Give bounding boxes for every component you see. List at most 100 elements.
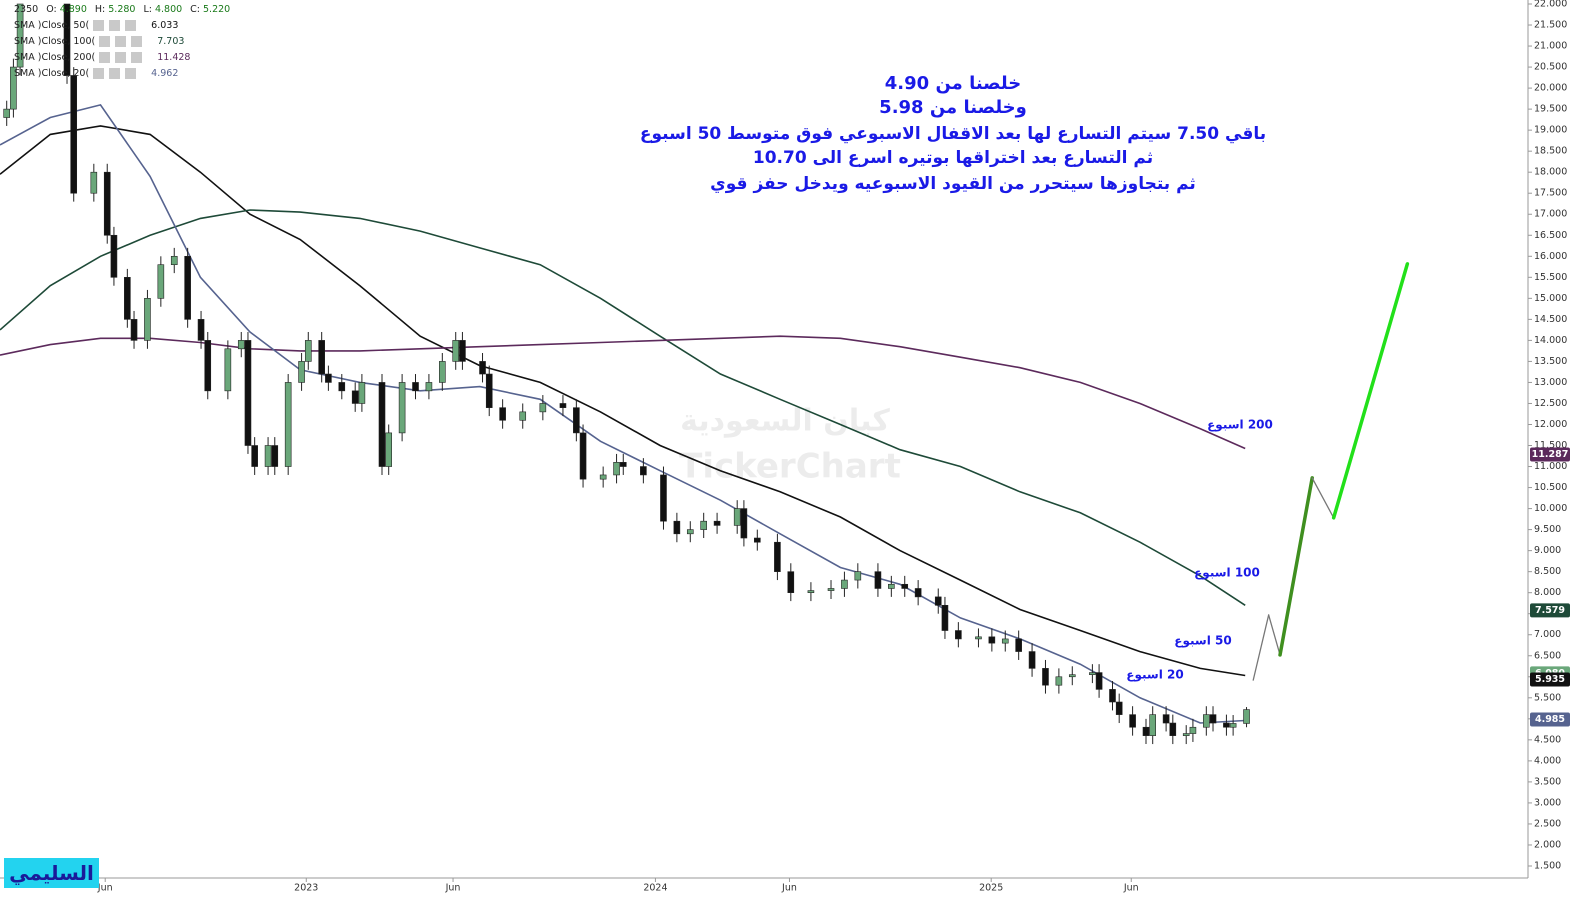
candle-body (237, 340, 245, 350)
candle-body (110, 234, 118, 278)
indicator-name: SMA )Close, 100( (14, 36, 96, 47)
candle-body (425, 382, 433, 392)
signature: السليمي (4, 858, 99, 888)
y-tick-label: 11.000 (1534, 461, 1567, 472)
indicator-value: 6.033 (151, 20, 179, 31)
candle-body (1089, 672, 1096, 675)
ohlc-name: H: (94, 4, 106, 15)
y-tick-label: 21.500 (1534, 20, 1567, 31)
y-tick-label: 4.000 (1534, 755, 1561, 766)
candle-body (1203, 714, 1210, 728)
x-tick-label: 2023 (294, 883, 318, 894)
x-tick-label: Jun (781, 883, 797, 894)
candle-body (351, 390, 359, 404)
y-tick-label: 13.500 (1534, 356, 1567, 367)
candle-body (1095, 672, 1103, 690)
candle-body (1209, 714, 1217, 724)
price-badge-label: 5.935 (1535, 674, 1565, 685)
candle-body (888, 583, 895, 589)
y-tick-label: 2.000 (1534, 839, 1561, 850)
ohlc-value: 4.800 (154, 4, 183, 15)
symbol: 2350 (14, 4, 39, 15)
y-tick-label: 18.000 (1534, 167, 1567, 178)
ohlc-name: L: (143, 4, 152, 15)
candle-body (774, 541, 781, 572)
candle-body (124, 277, 131, 320)
candle-body (385, 432, 393, 467)
price-badge (1530, 603, 1570, 618)
watermark: كيان السعودية (680, 404, 890, 439)
y-tick-label: 4.500 (1534, 734, 1561, 745)
x-tick-label: Jun (445, 883, 461, 894)
candle-body (1001, 638, 1009, 644)
candle-body (3, 108, 11, 118)
ohlc-value: 4.890 (59, 4, 87, 15)
candle-body (197, 319, 205, 341)
candle-body (1015, 638, 1022, 652)
candle-body (1068, 674, 1076, 678)
candle-body (1223, 722, 1230, 728)
x-tick-label: Jun (97, 883, 113, 894)
candle-body (412, 382, 419, 392)
candle-body (640, 466, 647, 476)
y-tick-label: 1.500 (1534, 861, 1561, 872)
projection-segment (1311, 477, 1335, 519)
candle-body (90, 171, 98, 194)
line-label: 100 اسبوع (1194, 566, 1260, 581)
indicator-value: 7.703 (157, 36, 185, 47)
candle-body (318, 340, 325, 375)
candle-body (934, 596, 942, 606)
sma-line (0, 209, 1246, 606)
candle-body (459, 340, 466, 362)
indicator-icons (99, 36, 146, 47)
annotation: وخلصنا من 5.98 (879, 97, 1027, 118)
y-tick-label: 9.000 (1534, 545, 1561, 556)
ohlc-name: O: (46, 4, 57, 15)
indicator-icons (93, 68, 140, 79)
candle-body (901, 583, 909, 589)
x-tick-label: 2025 (979, 883, 1003, 894)
candle-body (325, 373, 332, 383)
y-tick-label: 17.000 (1534, 209, 1567, 220)
candle-body (539, 403, 547, 413)
annotation: ثم التسارع بعد اختراقها بوتيره اسرع الى … (753, 148, 1153, 168)
candle-body (559, 403, 567, 408)
candle-body (1042, 668, 1049, 686)
y-tick-label: 10.000 (1534, 503, 1567, 514)
y-tick-label: 19.500 (1534, 104, 1567, 115)
candle-body (338, 382, 346, 392)
candle-body (733, 508, 741, 526)
sma-line (0, 335, 1246, 450)
candle-body (244, 340, 252, 446)
y-tick-label: 7.000 (1534, 629, 1561, 640)
indicator-name: SMA )Close, 20( (14, 68, 90, 79)
legend-header: 2350 O: 4.890 H: 5.280 L: 4.800 C: 5.220 (14, 4, 230, 15)
line-label: 200 اسبوع (1207, 418, 1273, 433)
candle-body (452, 340, 460, 362)
candle-body (16, 3, 24, 68)
candle-body (740, 508, 748, 539)
y-tick-label: 19.000 (1534, 125, 1567, 136)
candle-body (103, 171, 111, 236)
y-tick-label: 5.500 (1534, 692, 1561, 703)
candle-body (753, 537, 761, 543)
y-tick-label: 14.000 (1534, 335, 1567, 346)
candle-body (1169, 722, 1177, 736)
candle-body (1243, 709, 1250, 724)
candle-body (63, 3, 71, 76)
y-tick-label: 14.500 (1534, 314, 1567, 325)
candle-body (599, 474, 607, 480)
price-badge (1530, 712, 1570, 727)
candle-body (284, 382, 292, 467)
candle-body (264, 445, 272, 467)
price-badge-label: 11.287 (1532, 449, 1569, 460)
candle-body (854, 571, 862, 581)
projection-segment (1252, 614, 1270, 681)
candle-body (1055, 676, 1063, 686)
sma-line (0, 125, 1246, 677)
indicator-value: 4.962 (151, 68, 179, 79)
candle-body (1189, 726, 1197, 734)
candle-body (613, 462, 620, 476)
y-tick-label: 17.500 (1534, 188, 1567, 199)
candle-body (378, 382, 386, 467)
